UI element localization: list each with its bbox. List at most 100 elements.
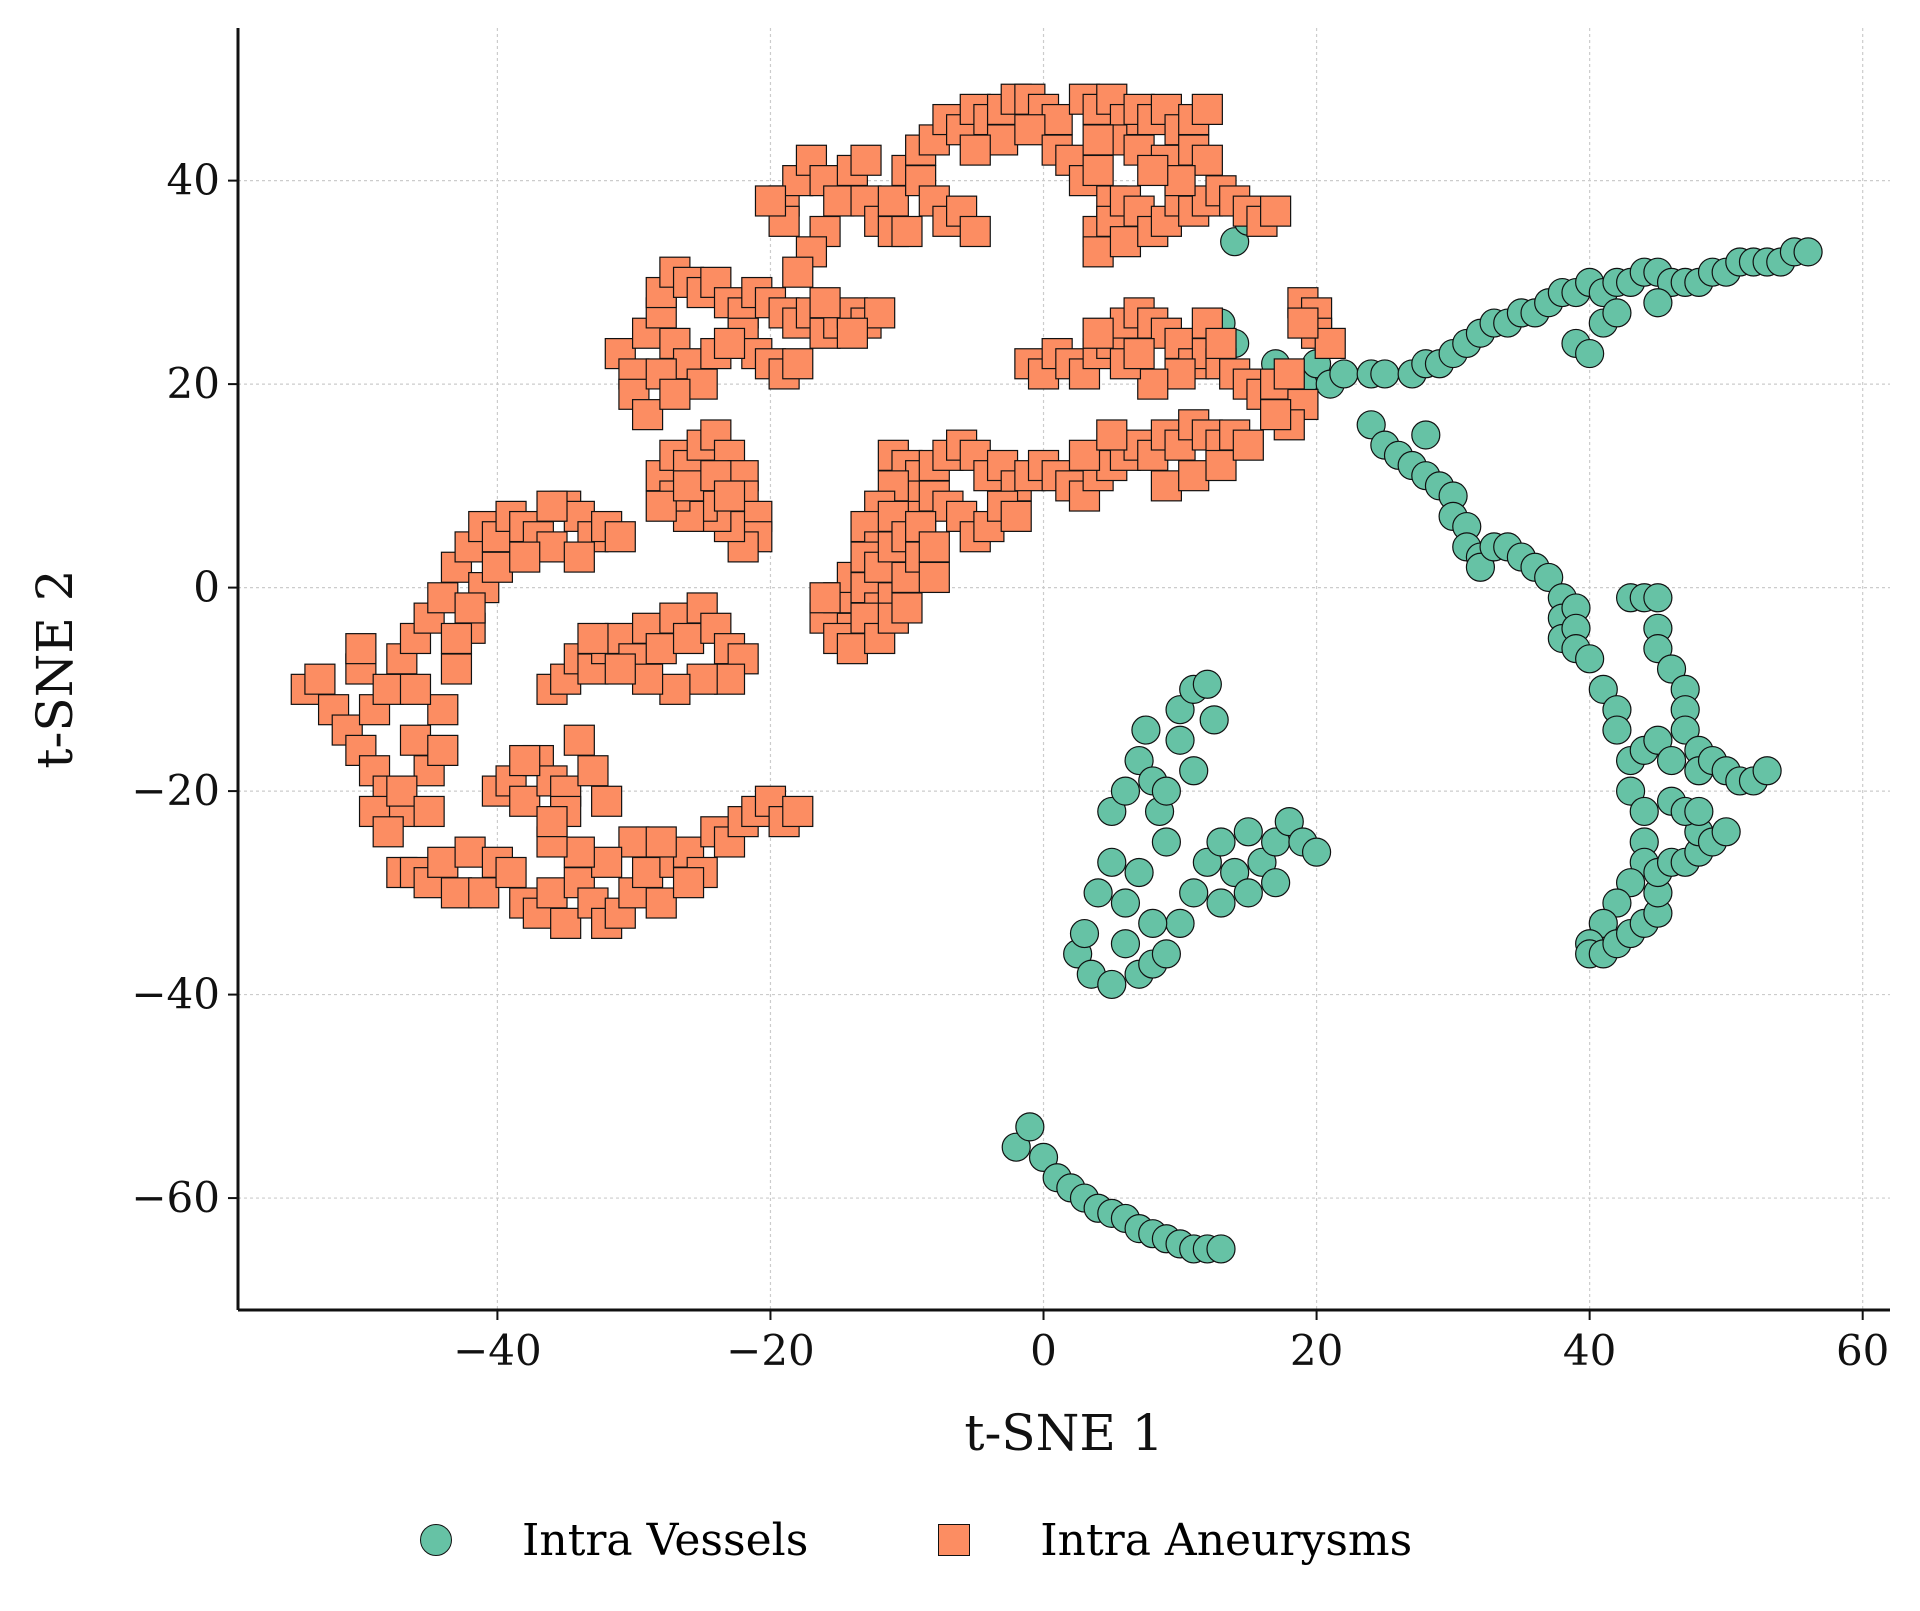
aneurysm-point (1000, 500, 1032, 532)
aneurysm-point (372, 816, 404, 848)
aneurysm-point (1232, 429, 1264, 461)
aneurysm-point (427, 694, 459, 726)
vessel-point (1274, 807, 1304, 837)
aneurysm-point (1014, 114, 1046, 146)
aneurysm-point (645, 633, 677, 665)
aneurysm-point (659, 378, 691, 410)
legend-item-intra-vessels: Intra Vessels (420, 1515, 808, 1566)
y-tick-label: −20 (131, 766, 220, 815)
aneurysm-point (659, 673, 691, 705)
vessel-point (1602, 888, 1632, 918)
aneurysm-point (604, 521, 636, 553)
vessel-point (1247, 847, 1277, 877)
aneurysm-point (454, 836, 486, 868)
aneurysm-point (345, 633, 377, 665)
circle-marker-icon (420, 1524, 452, 1556)
x-tick-label: 20 (1290, 1326, 1343, 1375)
aneurysm-point (1082, 124, 1114, 156)
vessel-point (1069, 918, 1100, 949)
aneurysm-point (713, 480, 746, 512)
vessel-point (1124, 745, 1154, 776)
series-intra-aneurysms (290, 83, 1346, 939)
aneurysm-point (645, 490, 677, 522)
vessel-point (1752, 756, 1782, 786)
aneurysm-point (577, 755, 609, 787)
aneurysm-point (577, 622, 609, 655)
y-axis-label: t-SNE 2 (26, 569, 84, 768)
vessel-point (1220, 227, 1250, 257)
aneurysm-point (877, 185, 909, 217)
vessel-point (1110, 929, 1141, 959)
aneurysm-point (645, 826, 677, 858)
aneurysm-point (1082, 236, 1114, 268)
vessel-point (1165, 725, 1195, 755)
vessel-point (1643, 725, 1673, 755)
vessel-point (1015, 1112, 1045, 1142)
legend-item-intra-aneurysms: Intra Aneurysms (938, 1515, 1412, 1566)
aneurysm-point (1082, 317, 1114, 349)
vessel-point (1097, 847, 1127, 877)
vessel-point (1110, 776, 1141, 806)
aneurysm-point (1260, 399, 1292, 431)
vessel-point (1192, 847, 1222, 877)
aneurysm-point (1164, 165, 1196, 197)
aneurysm-point (1123, 337, 1155, 370)
legend-label-intra-vessels: Intra Vessels (522, 1514, 809, 1566)
aneurysm-point (440, 877, 473, 909)
vessel-point (1261, 868, 1291, 898)
aneurysm-point (427, 582, 459, 614)
aneurysm-point (1041, 103, 1073, 136)
vessel-point (1602, 715, 1632, 745)
aneurysm-point (836, 317, 868, 349)
legend-label-intra-aneurysms: Intra Aneurysms (1040, 1514, 1413, 1566)
aneurysm-point (304, 663, 336, 695)
vessel-point (1220, 857, 1250, 888)
aneurysm-point (918, 561, 950, 594)
aneurysm-point (1096, 419, 1128, 451)
legend: Intra Vessels Intra Aneurysms (420, 1505, 1620, 1575)
aneurysm-point (563, 836, 595, 868)
vessel-point (1138, 908, 1168, 938)
gridlines (238, 28, 1890, 1310)
aneurysm-point (836, 633, 868, 665)
aneurysm-point (809, 582, 841, 614)
aneurysm-point (959, 215, 991, 248)
vessel-point (1588, 674, 1618, 704)
aneurysm-point (672, 470, 705, 502)
vessel-point (1206, 1234, 1236, 1264)
aneurysm-point (850, 144, 882, 176)
aneurysm-point (1273, 358, 1305, 390)
aneurysm-point (686, 663, 718, 695)
vessel-point (1575, 644, 1605, 674)
aneurysm-point (918, 531, 950, 563)
vessel-point (1329, 359, 1359, 389)
aneurysm-point (959, 134, 991, 166)
vessel-point (1206, 827, 1236, 857)
aneurysm-point (1164, 358, 1196, 390)
vessel-point (1301, 837, 1332, 867)
aneurysm-point (891, 215, 923, 248)
vessel-point (1097, 969, 1127, 1000)
aneurysm-point (550, 907, 582, 939)
vessel-point (1534, 562, 1564, 593)
vessel-point (1465, 552, 1496, 582)
aneurysm-point (754, 185, 787, 217)
aneurysm-point (1314, 327, 1346, 360)
aneurysm-point (686, 368, 718, 400)
aneurysm-point (481, 551, 514, 583)
vessel-point (1131, 715, 1161, 745)
y-tick-label: 40 (167, 156, 220, 205)
vessel-point (1711, 817, 1741, 847)
aneurysm-point (413, 795, 445, 828)
vessel-point (1001, 1132, 1031, 1162)
y-tick-label: 20 (167, 359, 220, 408)
aneurysm-point (1137, 154, 1169, 187)
vessel-point (1151, 827, 1181, 857)
vessel-point (1684, 796, 1714, 827)
aneurysm-point (386, 775, 418, 807)
vessel-point (1656, 654, 1687, 684)
y-tick-label: 0 (193, 563, 220, 612)
aneurysm-point (864, 297, 896, 329)
aneurysm-point (1287, 307, 1319, 339)
